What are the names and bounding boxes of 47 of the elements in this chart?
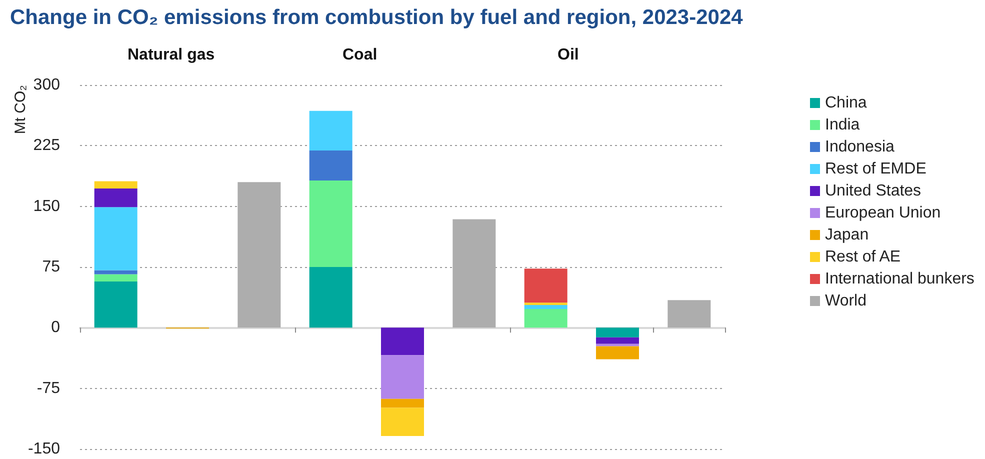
bar: [94, 188, 138, 208]
bar: [94, 270, 138, 274]
bar: [309, 267, 352, 328]
y-tick-label: -75: [36, 380, 60, 397]
bar: [381, 355, 424, 399]
bar: [524, 309, 568, 328]
y-tick-label: 75: [42, 258, 60, 276]
legend-label: India: [825, 116, 860, 134]
y-tick-label: 150: [33, 198, 60, 215]
bar: [668, 300, 711, 328]
bar: [309, 150, 352, 180]
y-tick-label: 300: [33, 76, 60, 94]
legend-label: European Union: [825, 204, 941, 222]
bar: [309, 180, 352, 267]
bar: [238, 182, 281, 328]
chart-title: Change in CO₂ emissions from combustion by fuel and region, 2023-2024: [10, 6, 744, 29]
bar: [94, 282, 138, 328]
bar: [381, 408, 424, 436]
bar: [524, 268, 568, 303]
legend-label: United States: [825, 182, 922, 200]
legend-label: World: [825, 292, 866, 310]
legend-label: Indonesia: [825, 138, 894, 156]
bar: [309, 110, 352, 151]
bar: [381, 328, 424, 356]
legend-label: Rest of EMDE: [825, 160, 926, 178]
legend-label: International bunkers: [825, 270, 974, 288]
bar: [452, 219, 496, 328]
y-tick-label: -150: [28, 440, 60, 458]
y-axis-title: Mt CO₂: [12, 84, 29, 134]
bar: [596, 328, 639, 338]
bar: [596, 337, 639, 344]
bar: [596, 344, 639, 346]
bar: [524, 302, 568, 306]
legend-label: Rest of AE: [825, 248, 901, 266]
text: Natural gas: [128, 46, 215, 64]
bar: [596, 346, 639, 360]
y-tick-label: 0: [51, 319, 60, 336]
bar: [524, 305, 568, 310]
legend-label: China: [825, 94, 867, 112]
bar: [94, 207, 138, 270]
text: Oil: [558, 46, 579, 64]
bar: [94, 274, 138, 282]
legend-label: Japan: [825, 226, 869, 244]
bar: [94, 181, 138, 189]
y-tick-label: 225: [33, 137, 60, 154]
text: Coal: [342, 46, 378, 64]
bar: [381, 398, 424, 408]
